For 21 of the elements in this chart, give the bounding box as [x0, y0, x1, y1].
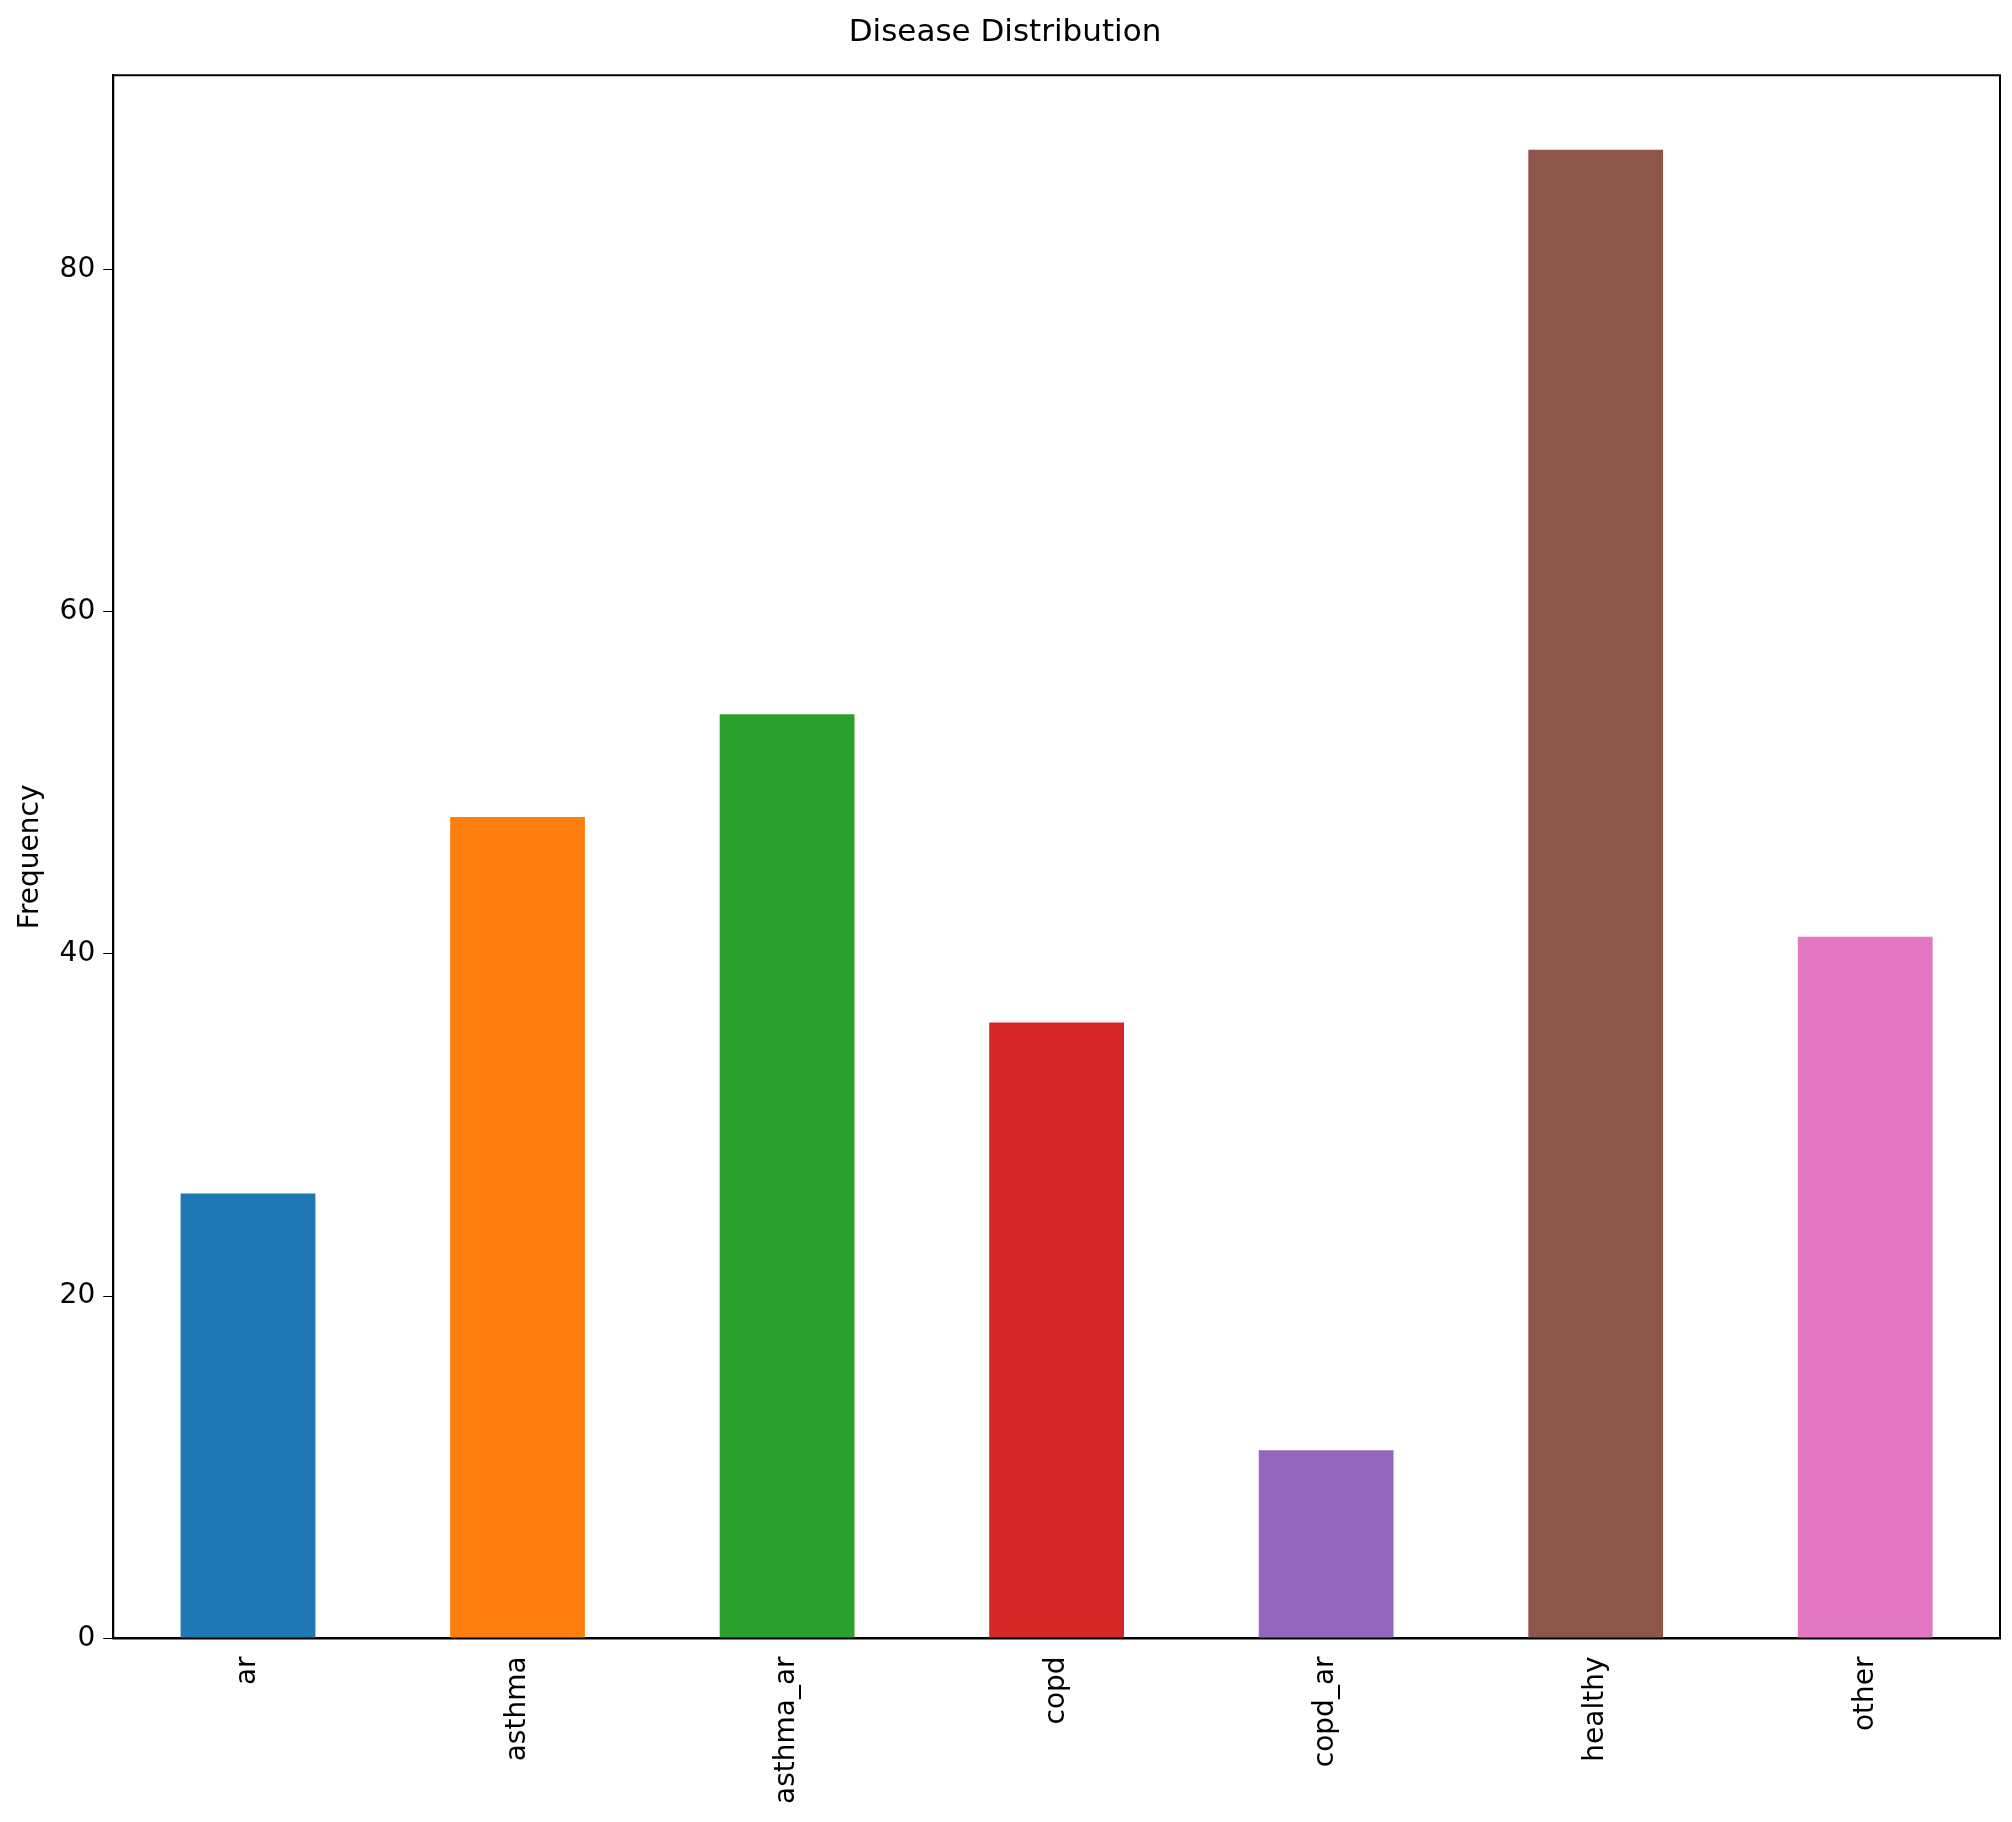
y-tick-label: 40 — [59, 935, 96, 969]
bar — [989, 1022, 1124, 1638]
bar — [719, 714, 855, 1638]
bar — [180, 1193, 316, 1638]
chart-title: Disease Distribution — [848, 11, 1162, 48]
x-tick-label: copd — [1037, 1656, 1071, 1725]
bar — [450, 817, 585, 1638]
x-tick-label: other — [1846, 1655, 1880, 1732]
bar — [1528, 149, 1664, 1638]
y-tick-label: 20 — [59, 1277, 96, 1311]
x-tick-label: copd_ar — [1307, 1655, 1341, 1768]
y-tick-label: 0 — [77, 1619, 96, 1653]
y-tick-label: 80 — [59, 250, 96, 284]
x-tick-label: healthy — [1576, 1656, 1610, 1762]
y-axis-title: Frequency — [12, 784, 46, 930]
y-tick-label: 60 — [59, 592, 96, 626]
x-tick-label: asthma_ar — [768, 1655, 802, 1804]
bar — [1258, 1450, 1394, 1638]
bar — [1797, 936, 1933, 1638]
x-tick-label: asthma — [498, 1656, 532, 1762]
x-tick-label: ar — [229, 1655, 263, 1686]
